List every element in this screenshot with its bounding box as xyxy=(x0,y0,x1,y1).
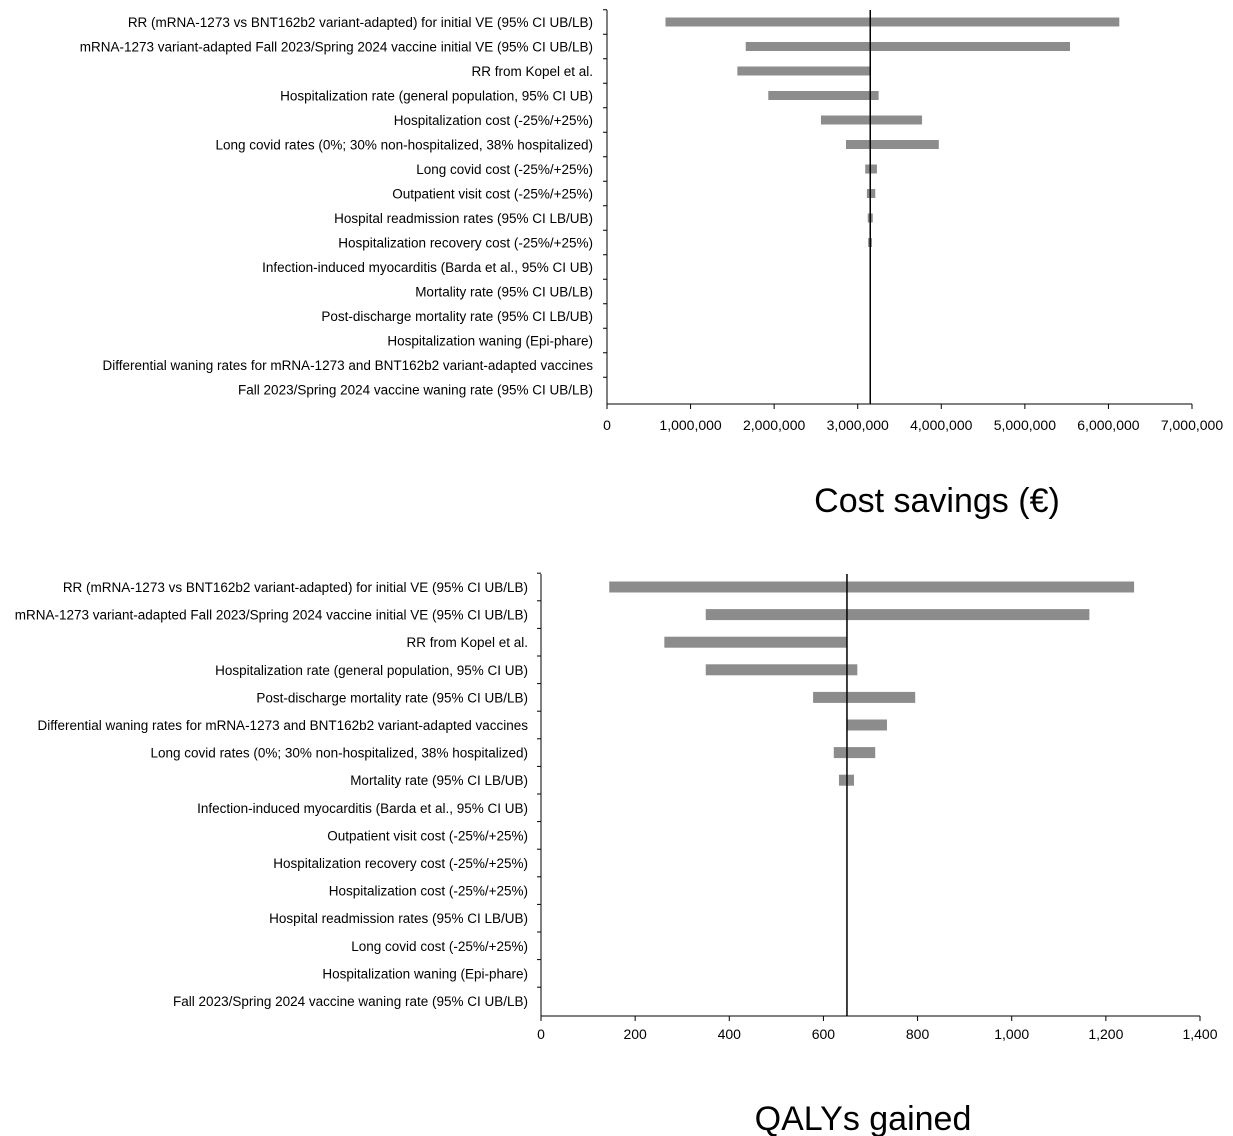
category-label: Fall 2023/Spring 2024 vaccine waning rat… xyxy=(173,994,528,1009)
category-label: Hospitalization rate (general population… xyxy=(215,663,528,678)
category-label: Long covid rates (0%; 30% non-hospitaliz… xyxy=(216,138,593,153)
category-label: Differential waning rates for mRNA-1273 … xyxy=(102,358,593,373)
tornado-bar xyxy=(737,67,870,76)
category-label: RR (mRNA-1273 vs BNT162b2 variant-adapte… xyxy=(128,15,593,30)
qalys-gained-chart: RR (mRNA-1273 vs BNT162b2 variant-adapte… xyxy=(15,573,1218,1136)
x-tick-label: 4,000,000 xyxy=(910,417,972,433)
category-label: Fall 2023/Spring 2024 vaccine waning rat… xyxy=(238,383,593,398)
category-label: Differential waning rates for mRNA-1273 … xyxy=(37,718,528,733)
category-label: mRNA-1273 variant-adapted Fall 2023/Spri… xyxy=(15,608,528,623)
category-label: Hospital readmission rates (95% CI LB/UB… xyxy=(334,211,593,226)
category-label: Outpatient visit cost (-25%/+25%) xyxy=(392,187,593,202)
cost-savings-chart: RR (mRNA-1273 vs BNT162b2 variant-adapte… xyxy=(80,10,1224,520)
tornado-bar xyxy=(846,140,939,149)
tornado-bar xyxy=(706,664,858,675)
category-label: Hospitalization recovery cost (-25%/+25%… xyxy=(338,236,593,251)
x-tick-label: 1,400 xyxy=(1182,1026,1217,1042)
tornado-bar xyxy=(847,720,887,731)
x-tick-label: 600 xyxy=(812,1026,836,1042)
category-label: Long covid cost (-25%/+25%) xyxy=(351,939,528,954)
x-tick-label: 0 xyxy=(603,417,611,433)
x-tick-label: 1,000 xyxy=(994,1026,1029,1042)
category-label: Infection-induced myocarditis (Barda et … xyxy=(197,801,528,816)
x-axis-title: QALYs gained xyxy=(755,1100,972,1136)
category-label: Infection-induced myocarditis (Barda et … xyxy=(262,260,593,275)
x-axis-title: Cost savings (€) xyxy=(814,482,1060,520)
category-label: Mortality rate (95% CI UB/LB) xyxy=(415,285,593,300)
tornado-bar xyxy=(865,165,877,174)
tornado-bar xyxy=(609,582,1134,593)
x-tick-label: 200 xyxy=(623,1026,647,1042)
category-label: RR from Kopel et al. xyxy=(406,635,528,650)
x-tick-label: 7,000,000 xyxy=(1161,417,1223,433)
x-tick-label: 5,000,000 xyxy=(994,417,1056,433)
tornado-bar xyxy=(821,116,922,125)
category-label: Long covid cost (-25%/+25%) xyxy=(416,162,593,177)
x-tick-label: 6,000,000 xyxy=(1077,417,1139,433)
x-tick-label: 0 xyxy=(537,1026,545,1042)
category-label: Hospitalization cost (-25%/+25%) xyxy=(329,884,528,899)
tornado-bar xyxy=(664,637,847,648)
x-tick-label: 800 xyxy=(906,1026,930,1042)
category-label: RR (mRNA-1273 vs BNT162b2 variant-adapte… xyxy=(63,580,528,595)
tornado-bar xyxy=(813,692,915,703)
x-tick-label: 3,000,000 xyxy=(827,417,889,433)
category-label: Hospitalization recovery cost (-25%/+25%… xyxy=(273,856,528,871)
tornado-bar xyxy=(666,18,1120,27)
category-label: Mortality rate (95% CI LB/UB) xyxy=(350,773,528,788)
category-label: Post-discharge mortality rate (95% CI LB… xyxy=(321,309,593,324)
category-label: Hospital readmission rates (95% CI LB/UB… xyxy=(269,911,528,926)
x-tick-label: 400 xyxy=(718,1026,742,1042)
tornado-bar xyxy=(867,189,875,198)
category-label: Hospitalization cost (-25%/+25%) xyxy=(394,113,593,128)
tornado-bar xyxy=(746,42,1070,51)
category-label: Hospitalization waning (Epi-phare) xyxy=(387,334,593,349)
tornado-bar xyxy=(768,91,878,100)
category-label: RR from Kopel et al. xyxy=(471,64,593,79)
category-label: Hospitalization waning (Epi-phare) xyxy=(322,966,528,981)
category-label: Hospitalization rate (general population… xyxy=(280,89,593,104)
tornado-bar xyxy=(706,609,1090,620)
category-label: Long covid rates (0%; 30% non-hospitaliz… xyxy=(151,746,528,761)
tornado-bar xyxy=(834,747,875,758)
x-tick-label: 1,200 xyxy=(1088,1026,1123,1042)
x-tick-label: 1,000,000 xyxy=(659,417,721,433)
x-tick-label: 2,000,000 xyxy=(743,417,805,433)
category-label: mRNA-1273 variant-adapted Fall 2023/Spri… xyxy=(80,40,593,55)
category-label: Post-discharge mortality rate (95% CI UB… xyxy=(256,690,528,705)
category-label: Outpatient visit cost (-25%/+25%) xyxy=(327,828,528,843)
